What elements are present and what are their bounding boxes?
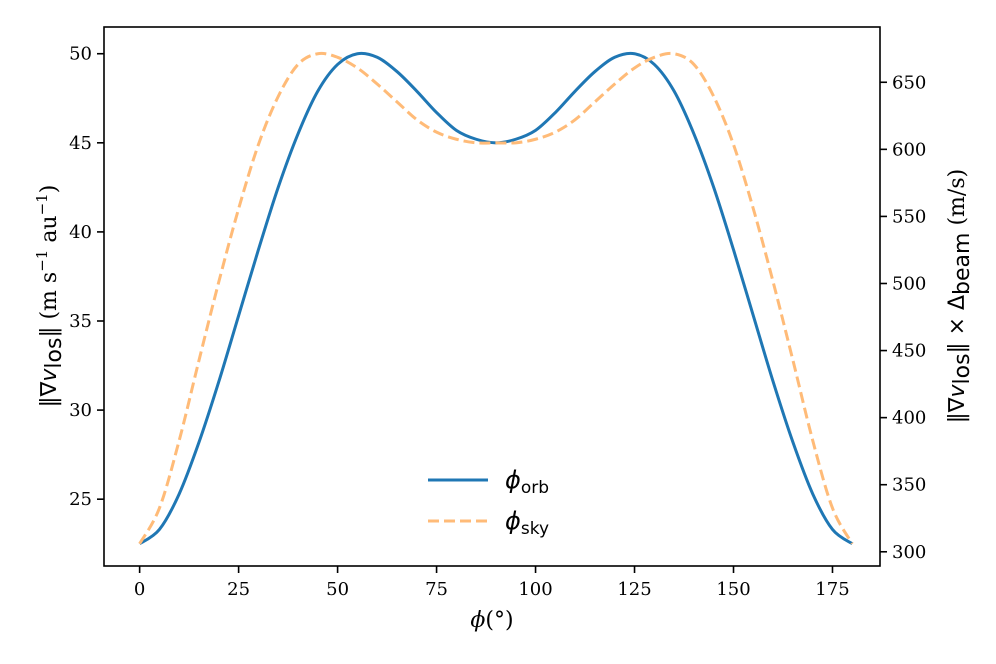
series-layer [138,51,854,545]
x-tick-label: 175 [815,579,849,600]
x-tick-label: 125 [617,579,651,600]
y-tick-label: 50 [69,44,92,65]
y-right-tick-label: 500 [892,273,926,294]
x-axis-label: ϕ(°) [470,608,513,633]
x-tick-label: 75 [425,579,448,600]
y-axis-label-left: ‖∇vlos‖ (m s−1 au−1) [33,185,67,408]
series-line-sky [138,51,854,545]
y-right-tick-label: 650 [892,72,926,93]
y-right-tick-label: 600 [892,139,926,160]
y-right-tick-label: 400 [892,408,926,429]
legend-label-sky: ϕsky [505,507,549,539]
plot-frame [103,26,881,567]
x-tick-label: 25 [227,579,250,600]
y-right-tick-label: 450 [892,341,926,362]
y-tick-label: 45 [69,133,92,154]
y-tick-label: 25 [69,489,92,510]
y-tick-label: 30 [69,400,92,421]
legend-label-orb: ϕorb [505,466,549,498]
y-ticks-left: 25 30 35 40 45 50 [69,44,104,510]
x-tick-label: 100 [518,579,552,600]
y-right-tick-label: 550 [892,206,926,227]
y-axis-label-right: ‖∇vlos‖ × Δbeam (m/s) [945,169,975,423]
y-right-tick-label: 300 [892,542,926,563]
y-tick-label: 35 [69,311,92,332]
x-ticks: 0 25 50 75 100 125 150 175 [134,566,850,600]
legend: ϕorb ϕsky [428,466,549,539]
y-tick-label: 40 [69,222,92,243]
x-tick-label: 150 [716,579,750,600]
x-tick-label: 50 [326,579,349,600]
y-right-tick-label: 350 [892,475,926,496]
y-ticks-right: 300 350 400 450 500 550 600 650 [880,72,926,563]
x-tick-label: 0 [134,579,145,600]
